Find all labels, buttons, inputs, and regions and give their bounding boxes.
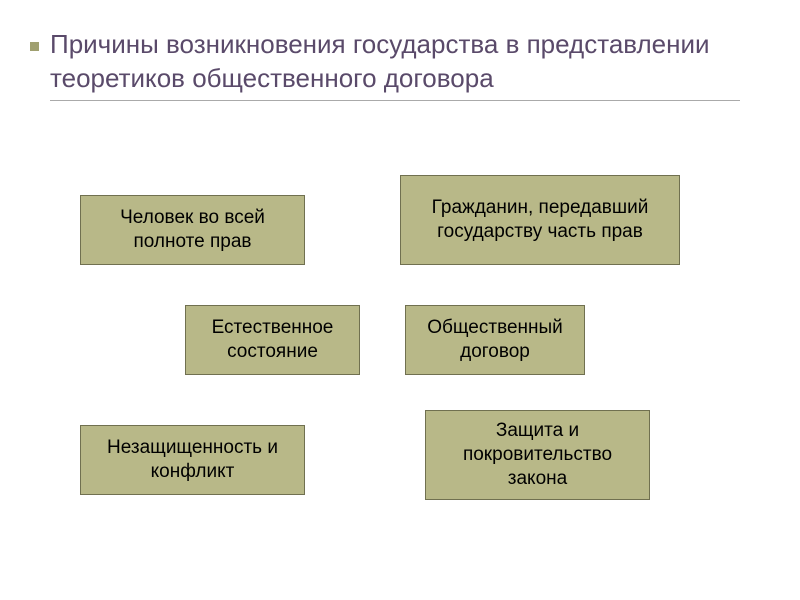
box-label: Естественное состояние — [196, 316, 349, 364]
box-citizen-transferred: Гражданин, передавший государству часть … — [400, 175, 680, 265]
title-bullet — [30, 42, 39, 51]
box-natural-state: Естественное состояние — [185, 305, 360, 375]
box-label: Человек во всей полноте прав — [91, 206, 294, 254]
box-person-full-rights: Человек во всей полноте прав — [80, 195, 305, 265]
slide-title: Причины возникновения государства в пред… — [50, 28, 740, 101]
box-label: Незащищенность и конфликт — [91, 436, 294, 484]
box-label: Гражданин, передавший государству часть … — [411, 196, 669, 244]
box-label: Защита и покровительство закона — [436, 419, 639, 490]
box-insecurity-conflict: Незащищенность и конфликт — [80, 425, 305, 495]
box-label: Общественный договор — [416, 316, 574, 364]
box-protection-law: Защита и покровительство закона — [425, 410, 650, 500]
box-social-contract: Общественный договор — [405, 305, 585, 375]
